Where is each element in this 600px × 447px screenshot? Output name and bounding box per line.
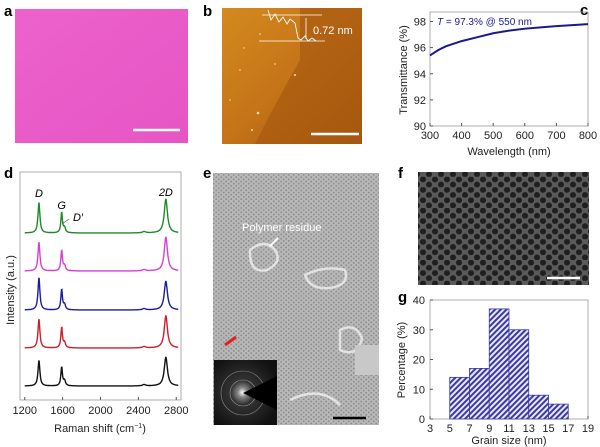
x-axis-label: Raman shift (cm−1) xyxy=(54,423,146,435)
panel-label-g: g xyxy=(398,289,407,306)
y-tick-label: 0 xyxy=(419,414,425,426)
panel-label-b: b xyxy=(203,3,212,20)
panel-label-e: e xyxy=(203,165,211,182)
x-tick-label: 700 xyxy=(547,130,565,142)
histogram-bar xyxy=(469,368,490,420)
peak-label: G xyxy=(57,200,66,212)
x-tick-label: 400 xyxy=(452,130,470,142)
chart-transmittance: 300 400 500 600 700 800 90 92 94 96 98 T = 97.3% @ … xyxy=(398,11,597,158)
x-tick-label: 600 xyxy=(516,130,534,142)
tem-image: Polymer residue xyxy=(213,173,379,425)
y-tick-label: 94 xyxy=(414,69,426,81)
x-tick-label: 17 xyxy=(562,423,574,435)
histogram-bar xyxy=(528,394,549,420)
x-tick-label: 3 xyxy=(427,423,433,435)
x-tick-label: 13 xyxy=(523,423,535,435)
x-axis-label: Grain size (nm) xyxy=(471,435,546,447)
transmittance-curve xyxy=(429,23,589,57)
peak-label: D′ xyxy=(73,212,84,224)
y-tick-label: 90 xyxy=(414,121,426,133)
x-tick-label: 15 xyxy=(542,423,554,435)
raman-spectrum-blue xyxy=(24,277,179,311)
chart-raman: 1200 1600 2000 2400 2800 D G D′ 2D Raman shift (c… xyxy=(5,171,189,435)
plot-frame xyxy=(19,171,182,401)
panel-label-c: c xyxy=(580,2,588,19)
peak-label: 2D xyxy=(158,187,173,199)
x-tick-label: 19 xyxy=(582,423,594,435)
y-tick-label: 20 xyxy=(413,355,425,367)
panel-label-a: a xyxy=(4,3,13,20)
raman-spectrum-black xyxy=(24,356,179,387)
x-tick-label: 1200 xyxy=(12,405,36,417)
x-tick-label: 11 xyxy=(503,423,514,435)
raman-spectrum-red xyxy=(24,315,179,349)
x-tick-label: 300 xyxy=(421,130,439,142)
y-tick-label: 96 xyxy=(414,43,426,55)
raman-spectrum-magenta xyxy=(24,236,179,272)
x-tick-label: 2000 xyxy=(88,405,112,417)
chart-grain-size: 3 5 7 9 11 13 15 17 19 0 10 20 30 40 Grain size (nm) Pe… xyxy=(396,295,594,447)
y-tick-label: 30 xyxy=(413,325,425,337)
histogram-bar xyxy=(548,403,569,420)
step-height-label: 0.72 nm xyxy=(313,25,353,37)
x-tick-label: 2800 xyxy=(164,405,188,417)
raman-spectrum-green xyxy=(24,198,179,234)
plot-frame xyxy=(429,11,589,127)
y-tick-label: 10 xyxy=(413,384,425,396)
annotation-label: T = 97.3% @ 550 nm xyxy=(437,17,532,28)
x-tick-label: 9 xyxy=(486,423,492,435)
histogram-bar xyxy=(449,376,470,420)
x-tick-label: 500 xyxy=(484,130,502,142)
x-axis-label: Wavelength (nm) xyxy=(467,146,550,158)
stem-image xyxy=(418,172,589,285)
histogram-bar xyxy=(508,329,530,420)
polymer-residue-label: Polymer residue xyxy=(242,222,321,234)
afm-image: 0.72 nm xyxy=(222,8,362,144)
optical-image-film xyxy=(15,9,188,143)
x-tick-label: 5 xyxy=(447,423,453,435)
red-arrow-icon xyxy=(224,335,237,347)
y-tick-label: 92 xyxy=(414,95,426,107)
y-axis-label: Percentage (%) xyxy=(396,322,408,398)
y-tick-label: 40 xyxy=(413,295,425,307)
x-tick-label: 800 xyxy=(579,130,597,142)
panel-label-d: d xyxy=(4,165,13,182)
x-tick-label: 2400 xyxy=(126,405,150,417)
panel-label-f: f xyxy=(398,165,404,182)
histogram-bar xyxy=(488,308,510,420)
peak-label: D xyxy=(35,188,43,200)
y-axis-label: Transmittance (%) xyxy=(398,25,410,114)
y-axis-label: Intensity (a.u.) xyxy=(5,255,17,325)
x-tick-label: 7 xyxy=(466,423,472,435)
x-tick-label: 1600 xyxy=(50,405,74,417)
arrow-icon xyxy=(269,237,279,247)
y-tick-label: 98 xyxy=(414,17,426,29)
arrow-icon xyxy=(61,218,70,225)
